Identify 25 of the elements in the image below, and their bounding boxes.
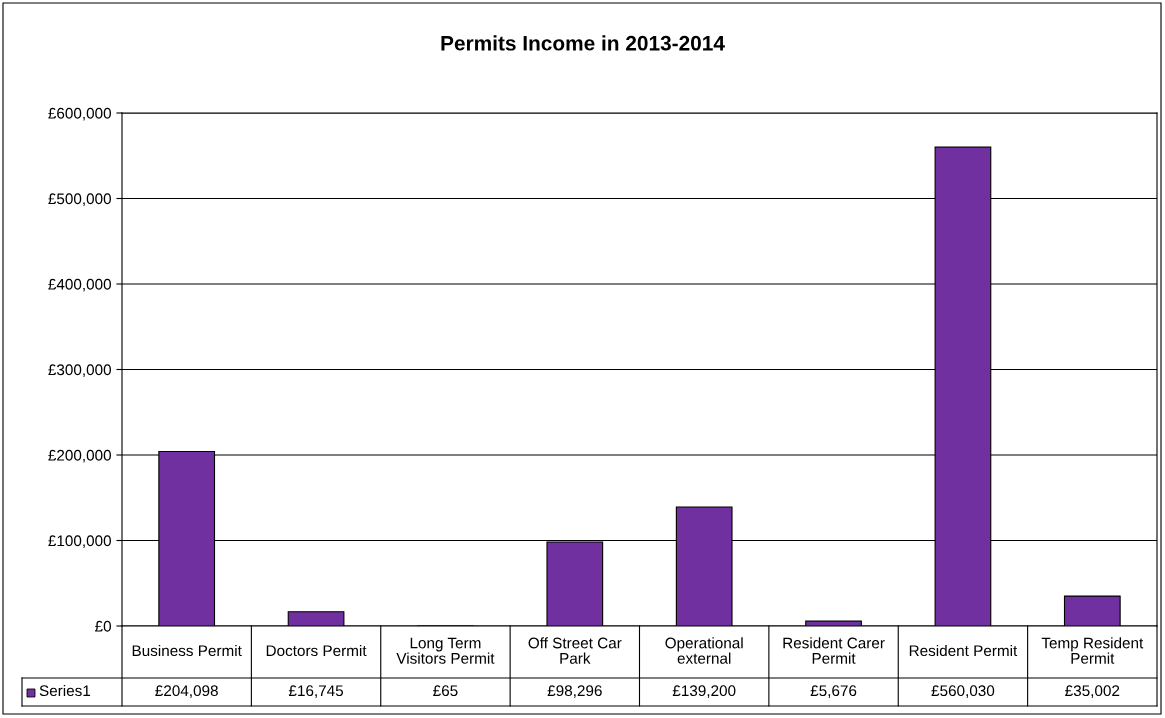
data-label: £204,098 (155, 685, 218, 698)
y-tick-label: £600,000 (48, 107, 111, 121)
x-tick-label: Operational external (665, 637, 743, 664)
y-tick-label: £400,000 (48, 278, 111, 292)
data-label: £35,002 (1065, 685, 1120, 698)
y-tick-label: £200,000 (48, 449, 111, 463)
y-tick-label: £500,000 (48, 193, 111, 206)
data-label: £98,296 (547, 685, 602, 698)
x-tick-label: Business Permit (132, 644, 242, 657)
y-tick-label: £100,000 (48, 535, 111, 548)
x-tick-label: Resident Permit (909, 644, 1018, 657)
legend-label: Series1 (39, 684, 91, 697)
x-tick-label: Temp Resident Permit (1041, 637, 1144, 664)
data-label: £65 (433, 685, 458, 697)
data-label: £560,030 (931, 685, 995, 698)
data-label: £16,745 (288, 685, 344, 698)
chart-title: Permits Income in 2013-2014 (441, 35, 725, 51)
data-label: £139,200 (672, 685, 736, 698)
data-label: £5,676 (810, 685, 857, 698)
x-tick-label: Resident Carer Permit (783, 637, 885, 664)
x-tick-label: Off Street Car Park (528, 637, 622, 664)
y-tick-label: £0 (95, 620, 111, 632)
x-tick-label: Doctors Permit (266, 644, 367, 657)
y-tick-label: £300,000 (48, 364, 111, 377)
x-tick-label: Long Term Visitors Permit (396, 637, 495, 664)
